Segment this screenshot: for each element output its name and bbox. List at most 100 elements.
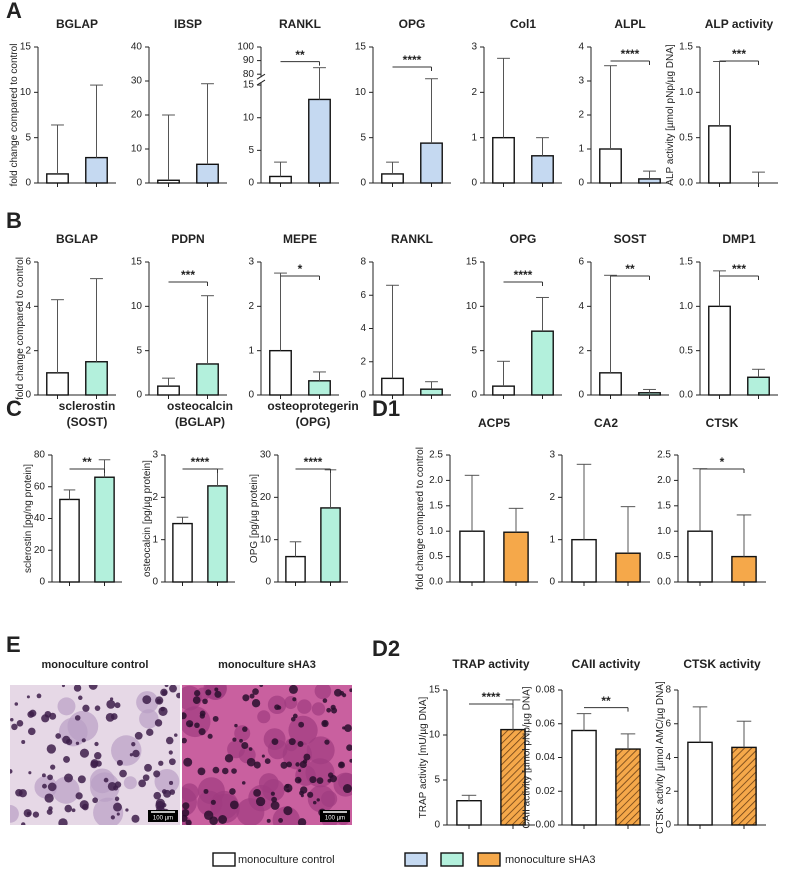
chart-title: PDPN [171, 232, 204, 246]
y-tick-label: 60 [34, 481, 46, 492]
y-tick-label: 2 [248, 301, 254, 312]
bar [172, 522, 193, 583]
cell-nucleus [110, 815, 115, 820]
cell-nucleus [300, 794, 304, 798]
y-tick-label: 6 [25, 257, 31, 268]
cell-nucleus [185, 819, 192, 825]
chart-title: SOST [614, 232, 647, 246]
error-bar [386, 284, 399, 379]
y-tick-label: 0.5 [657, 551, 671, 562]
cell-nucleus [153, 791, 162, 800]
cell-nucleus [44, 793, 54, 803]
significance-label: * [720, 455, 725, 469]
y-tick-label: 0 [471, 178, 477, 189]
y-tick-label: 3 [578, 76, 584, 87]
cell-nucleus [10, 718, 14, 722]
y-tick-label: 0 [360, 178, 366, 189]
y-tick-label: 0.5 [679, 132, 693, 143]
chart-title: BGLAP [56, 232, 98, 246]
cell-nucleus [271, 738, 279, 745]
cell-nucleus [82, 704, 90, 712]
significance-label: *** [732, 262, 746, 276]
y-tick-label: 1 [248, 345, 254, 356]
cell-nucleus [77, 775, 86, 784]
cell-nucleus [321, 719, 329, 728]
cell-nucleus [26, 695, 30, 699]
cell-large [262, 778, 285, 802]
error-bar [324, 469, 337, 508]
cell-nucleus [114, 702, 121, 709]
cell-large [52, 776, 80, 804]
cell-nucleus [49, 712, 57, 720]
legend-label: monoculture sHA3 [505, 854, 596, 866]
cell-nucleus [231, 768, 237, 774]
bar [599, 148, 622, 184]
cell-nucleus [81, 738, 86, 743]
cell-nucleus [198, 728, 206, 736]
y-axis-label: fold change compared to control [9, 44, 20, 187]
error-bar [313, 67, 326, 100]
y-tick-label: 0.0 [657, 577, 671, 588]
cell-large [288, 715, 318, 746]
cell-nucleus [75, 741, 80, 745]
y-tick-label: 0 [549, 577, 555, 588]
error-bar [313, 371, 326, 381]
cell-nucleus [174, 733, 178, 737]
y-tick-label: 3 [549, 450, 555, 461]
cell-nucleus [158, 760, 164, 766]
chart-title: Col1 [510, 17, 536, 31]
cell-nucleus [94, 751, 102, 760]
y-tick-label: 20 [131, 110, 143, 121]
cell-nucleus [107, 781, 117, 791]
error-bar [713, 270, 726, 307]
cell-nucleus [116, 759, 123, 766]
cell-nucleus [28, 771, 32, 775]
cell-nucleus [129, 753, 133, 757]
bar [196, 163, 219, 184]
y-tick-label: 15 [243, 80, 255, 91]
bar [456, 800, 482, 826]
y-tick-label: 2.5 [429, 450, 443, 461]
bar [531, 330, 554, 396]
bar [615, 552, 641, 583]
cell-large [236, 798, 265, 825]
cell-nucleus [255, 796, 266, 807]
error-bar [713, 61, 726, 126]
chart-title: IBSP [174, 17, 202, 31]
cell-nucleus [61, 685, 65, 688]
cell-nucleus [71, 808, 76, 813]
y-tick-label: 15 [355, 42, 367, 53]
cell-nucleus [241, 741, 249, 750]
cell-nucleus [55, 733, 62, 739]
significance-label: **** [403, 53, 422, 67]
cell-large [123, 776, 137, 790]
cell-nucleus [103, 777, 109, 783]
y-tick-label: 1 [471, 132, 477, 143]
bar [731, 746, 757, 826]
error-bar [692, 468, 708, 532]
error-bar [604, 274, 617, 373]
error-bar [620, 733, 636, 750]
cell-nucleus [242, 694, 250, 702]
cell-nucleus [168, 758, 176, 766]
chart-title: BGLAP [56, 17, 98, 31]
chart-subtitle: (SOST) [67, 415, 108, 429]
error-bar [643, 170, 656, 179]
cell-nucleus [156, 698, 162, 704]
y-axis-label: fold change compared to control [415, 447, 426, 590]
legend-swatch [440, 852, 464, 867]
cell-nucleus [205, 689, 212, 696]
cell-nucleus [202, 698, 208, 705]
cell-nucleus [339, 690, 345, 696]
cell-nucleus [163, 789, 172, 798]
cell-nucleus [162, 803, 167, 808]
error-bar [162, 114, 175, 181]
y-tick-label: 15 [429, 685, 441, 696]
y-tick-label: 6 [665, 718, 671, 729]
bar [157, 179, 180, 184]
bar [571, 729, 597, 826]
y-tick-label: 3 [248, 257, 254, 268]
cell-nucleus [88, 685, 98, 690]
panel-label: B [6, 208, 22, 233]
